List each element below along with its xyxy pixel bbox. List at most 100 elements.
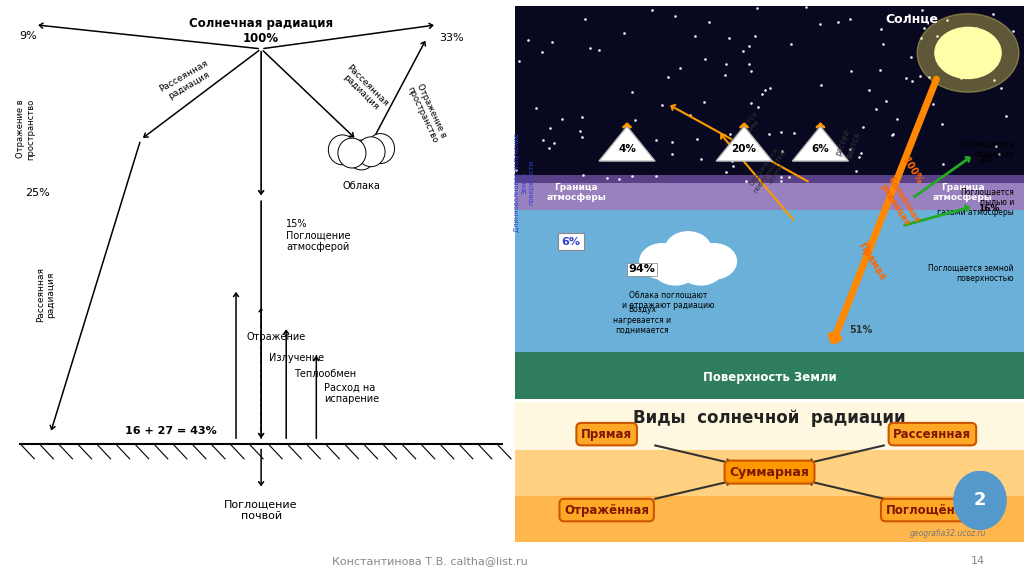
Point: [829, 17, 846, 26]
Point: [762, 84, 778, 93]
Text: Теплообмен: Теплообмен: [294, 370, 356, 379]
Text: 15%
Поглощение
атмосферой: 15% Поглощение атмосферой: [287, 219, 350, 253]
Point: [682, 110, 698, 119]
Polygon shape: [793, 126, 849, 161]
Text: Расход на
испарение: Расход на испарение: [324, 382, 379, 404]
Point: [853, 148, 869, 157]
Text: geografia32.ucoz.ru: geografia32.ucoz.ru: [909, 529, 986, 538]
Point: [591, 45, 607, 54]
Point: [782, 39, 799, 48]
Point: [854, 122, 870, 131]
Point: [667, 11, 683, 21]
Point: [611, 174, 628, 183]
Text: Излучение: Излучение: [268, 354, 324, 363]
Point: [894, 160, 910, 169]
Point: [544, 37, 560, 46]
Point: [742, 98, 759, 107]
FancyBboxPatch shape: [515, 352, 1024, 399]
Point: [627, 115, 643, 125]
Point: [781, 172, 798, 181]
Circle shape: [338, 138, 366, 168]
Point: [740, 41, 757, 51]
Point: [898, 73, 914, 83]
Text: 4%: 4%: [618, 144, 636, 154]
Point: [624, 172, 640, 181]
Text: 6%: 6%: [812, 144, 829, 154]
Point: [968, 24, 984, 33]
Text: Воздух
нагревается и
поднимается: Воздух нагревается и поднимается: [613, 305, 672, 335]
Point: [993, 83, 1010, 92]
Point: [735, 46, 752, 56]
Text: 14: 14: [971, 556, 985, 567]
Point: [809, 144, 825, 153]
Point: [582, 44, 598, 53]
Text: Прямая: Прямая: [581, 428, 632, 441]
Point: [871, 65, 888, 75]
Text: 25%: 25%: [26, 188, 50, 198]
Point: [748, 32, 764, 41]
Point: [812, 20, 828, 29]
Text: Облака: Облака: [343, 181, 380, 191]
Circle shape: [690, 243, 736, 279]
Text: Прямая: Прямая: [856, 241, 887, 282]
Text: Поглощается земной
поверхностью: Поглощается земной поверхностью: [929, 263, 1014, 283]
Point: [990, 149, 1007, 158]
Text: Поглощается
облаками: Поглощается облаками: [959, 139, 1014, 159]
Point: [876, 40, 892, 49]
Point: [730, 148, 746, 157]
Point: [647, 135, 664, 145]
Point: [970, 35, 986, 44]
Text: Поглощение
почвой: Поглощение почвой: [224, 500, 298, 521]
Point: [861, 86, 878, 95]
Point: [757, 86, 773, 95]
Point: [653, 100, 670, 109]
Point: [761, 130, 777, 139]
Point: [749, 3, 765, 13]
Text: 3%: 3%: [978, 154, 993, 164]
FancyBboxPatch shape: [515, 449, 1024, 496]
Point: [914, 6, 931, 15]
Point: [659, 73, 676, 82]
Point: [915, 23, 932, 32]
Point: [786, 128, 803, 137]
Point: [721, 33, 737, 42]
Point: [816, 152, 833, 161]
Circle shape: [935, 28, 1001, 79]
Text: 20%: 20%: [731, 144, 757, 154]
Text: Солнечная
радиация: Солнечная радиация: [878, 175, 922, 230]
Circle shape: [367, 134, 394, 164]
Point: [921, 73, 937, 82]
Point: [700, 17, 717, 26]
Text: Отражение в
пространство: Отражение в пространство: [404, 81, 449, 145]
Point: [985, 9, 1001, 18]
Text: Поглощается
пылью и
газами атмосферы: Поглощается пылью и газами атмосферы: [937, 188, 1014, 217]
Point: [843, 67, 859, 76]
Point: [850, 152, 866, 161]
Text: Солнце: Солнце: [886, 13, 939, 26]
Polygon shape: [599, 126, 655, 161]
Point: [929, 32, 945, 41]
Text: 33%: 33%: [439, 33, 464, 43]
Text: 100%: 100%: [900, 156, 925, 186]
Point: [574, 133, 591, 142]
Point: [903, 52, 920, 61]
Point: [1005, 26, 1021, 36]
Point: [541, 143, 557, 152]
Point: [672, 63, 688, 72]
Point: [774, 146, 791, 155]
Circle shape: [357, 137, 385, 166]
FancyBboxPatch shape: [515, 210, 1024, 352]
Circle shape: [953, 471, 1007, 529]
Point: [554, 114, 570, 123]
Text: 9%: 9%: [18, 30, 37, 41]
Point: [572, 127, 589, 136]
Point: [741, 59, 758, 68]
Text: Граница
атмосферы: Граница атмосферы: [933, 183, 993, 202]
Point: [773, 173, 790, 182]
Point: [519, 35, 536, 44]
Point: [912, 33, 929, 42]
Point: [773, 177, 790, 186]
Circle shape: [347, 140, 376, 170]
Point: [847, 167, 863, 176]
Text: 16%: 16%: [978, 204, 999, 213]
